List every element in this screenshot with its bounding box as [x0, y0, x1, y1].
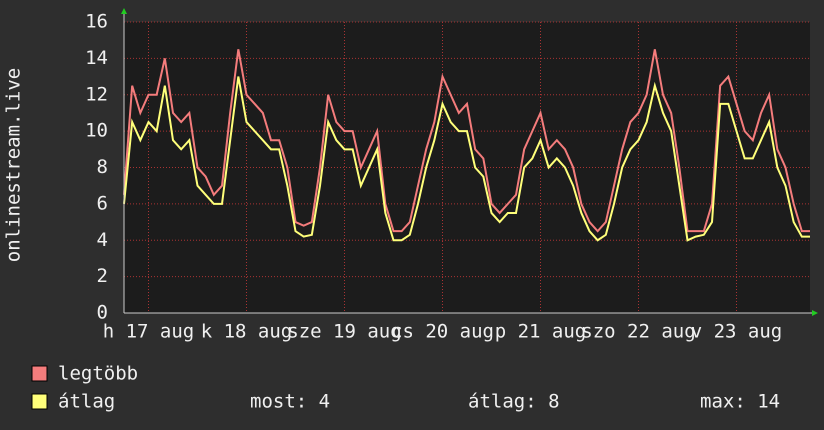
- legend-swatch: [31, 365, 48, 382]
- legend-stat: max: 14: [700, 391, 780, 413]
- x-tick-label: szo 22 aug: [581, 321, 695, 343]
- x-tick-label: cs 20 aug: [391, 321, 494, 343]
- legend-stat: átlag: 8: [468, 391, 560, 413]
- y-tick-label: 8: [97, 156, 108, 178]
- y-tick-label: 6: [97, 192, 108, 214]
- x-tick-label: k 18 aug: [201, 321, 293, 343]
- y-tick-label: 10: [85, 120, 108, 142]
- x-tick-label: h 17 aug: [103, 321, 195, 343]
- legend-swatch: [31, 393, 48, 410]
- series-line: [123, 49, 810, 233]
- y-tick-label: 16: [85, 11, 108, 33]
- x-tick-label: sze 19 aug: [287, 321, 401, 343]
- y-tick-label: 2: [97, 265, 108, 287]
- x-tick-label: v 23 aug: [691, 321, 783, 343]
- y-tick-label: 4: [97, 229, 108, 251]
- x-tick-label: p 21 aug: [495, 321, 587, 343]
- y-tick-label: 12: [85, 83, 108, 105]
- legend-label: átlag: [58, 391, 115, 413]
- legend-stat: most: 4: [250, 391, 330, 413]
- y-tick-label: 0: [97, 302, 108, 324]
- legend-label: legtöbb: [58, 363, 138, 385]
- series-line: [123, 76, 810, 242]
- y-axis-label: onlinestream.live: [3, 68, 25, 262]
- plot: [123, 21, 810, 314]
- axis-arrow: [121, 8, 127, 14]
- axis-arrow: [812, 310, 818, 316]
- y-tick-label: 14: [85, 47, 108, 69]
